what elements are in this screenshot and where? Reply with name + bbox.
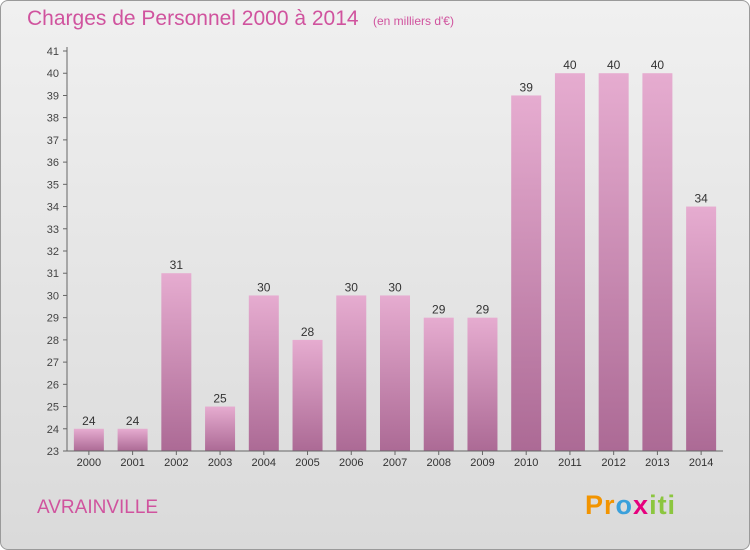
- logo-part: x: [633, 490, 650, 520]
- bar: [467, 317, 498, 451]
- x-tick-label: 2014: [689, 457, 713, 469]
- logo-part: Pr: [585, 490, 616, 520]
- bar: [73, 428, 104, 451]
- y-tick-label: 35: [47, 179, 59, 191]
- y-tick-label: 30: [47, 290, 59, 302]
- x-tick-label: 2012: [601, 457, 625, 469]
- y-tick-label: 34: [47, 202, 59, 214]
- unit-note: (en milliers d'€): [373, 14, 454, 28]
- bar-value-label: 40: [607, 58, 621, 72]
- bar-value-label: 29: [432, 303, 446, 317]
- bar-value-label: 24: [126, 414, 140, 428]
- x-tick-label: 2000: [77, 457, 101, 469]
- bar: [161, 273, 192, 451]
- y-tick-label: 31: [47, 268, 59, 280]
- bar-value-label: 39: [520, 80, 534, 94]
- bar: [205, 406, 236, 451]
- x-tick-label: 2013: [645, 457, 669, 469]
- bar-value-label: 34: [694, 192, 708, 206]
- x-tick-label: 2002: [164, 457, 188, 469]
- x-axis: 2000 2001 2002 2003 2004 2005 2006 2007 2008 2009…: [67, 450, 723, 469]
- logo-part: iti: [649, 490, 677, 520]
- proxiti-logo: Proxiti: [585, 490, 676, 521]
- bar-value-label: 40: [651, 58, 665, 72]
- x-tick-label: 2006: [339, 457, 363, 469]
- bar: [642, 73, 673, 451]
- bar: [336, 295, 367, 451]
- y-tick-label: 32: [47, 246, 59, 258]
- y-tick-label: 38: [47, 113, 59, 125]
- x-tick-label: 2007: [383, 457, 407, 469]
- bar: [248, 295, 279, 451]
- bar-value-label: 28: [301, 325, 315, 339]
- bar-value-label: 40: [563, 58, 577, 72]
- bar: [423, 317, 454, 451]
- y-tick-label: 23: [47, 446, 59, 458]
- x-tick-label: 2010: [514, 457, 538, 469]
- y-tick-label: 37: [47, 135, 59, 147]
- bars: 24 24 31 25 30 28 30 30 29 29 39 40 40 40 34: [73, 58, 717, 451]
- y-tick-label: 39: [47, 90, 59, 102]
- x-tick-label: 2003: [208, 457, 232, 469]
- y-tick-label: 41: [47, 46, 59, 58]
- y-tick-label: 25: [47, 402, 59, 414]
- bar-value-label: 30: [388, 280, 402, 294]
- place-name: AVRAINVILLE: [37, 497, 159, 518]
- bar: [292, 339, 323, 451]
- y-tick-label: 28: [47, 335, 59, 347]
- bar: [686, 206, 717, 451]
- y-tick-label: 27: [47, 357, 59, 369]
- chart-title: Charges de Personnel 2000 à 2014: [27, 7, 359, 30]
- bar: [554, 73, 585, 451]
- bar-value-label: 30: [257, 280, 271, 294]
- bar: [511, 95, 542, 451]
- y-tick-label: 40: [47, 68, 59, 80]
- logo-part: o: [615, 490, 634, 520]
- y-tick-label: 36: [47, 157, 59, 169]
- bar: [117, 428, 148, 451]
- y-tick-label: 33: [47, 224, 59, 236]
- x-tick-label: 2009: [470, 457, 494, 469]
- bar-value-label: 30: [345, 280, 359, 294]
- bar: [598, 73, 629, 451]
- x-tick-label: 2011: [558, 457, 582, 469]
- x-tick-label: 2004: [252, 457, 276, 469]
- bar: [380, 295, 410, 451]
- y-tick-label: 29: [47, 313, 59, 325]
- bar-value-label: 24: [82, 414, 96, 428]
- y-tick-label: 24: [47, 424, 59, 436]
- bar-value-label: 31: [170, 258, 184, 272]
- x-tick-label: 2005: [295, 457, 319, 469]
- x-tick-label: 2008: [426, 457, 450, 469]
- bar-value-label: 29: [476, 303, 490, 317]
- x-tick-label: 2001: [120, 457, 144, 469]
- y-axis: 23 24 25 26 27 28 29 30 31 32 33 34 35 36 37 38 39 40 41: [47, 46, 68, 458]
- y-tick-label: 26: [47, 379, 59, 391]
- bar-value-label: 25: [213, 392, 227, 406]
